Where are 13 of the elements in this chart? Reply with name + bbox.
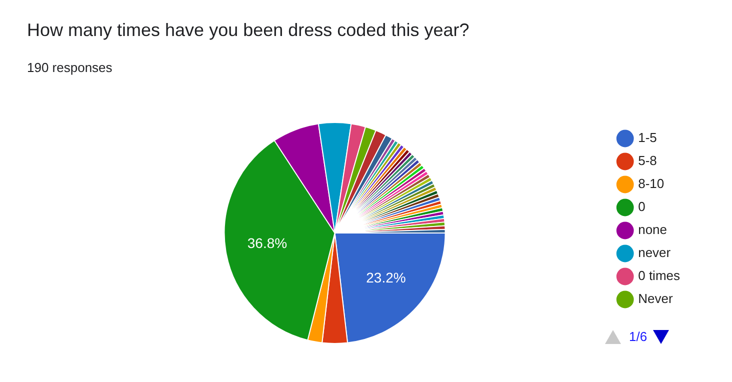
- legend-label: 0: [638, 199, 646, 214]
- data-label: 23.2%: [366, 269, 406, 286]
- legend-label: never: [638, 245, 672, 260]
- chart-title: How many times have you been dress coded this year?: [27, 20, 470, 41]
- legend-label: 8-10: [638, 176, 664, 192]
- legend-label: none: [638, 222, 668, 238]
- text: 190 responses: [27, 60, 112, 75]
- legend-label: 1-5: [638, 130, 657, 146]
- legend-label: Never: [638, 291, 674, 306]
- legend-label: 5-8: [638, 153, 657, 168]
- text: 1/6: [629, 329, 648, 344]
- data-label: 36.8%: [247, 235, 288, 252]
- legend-label: 0 times: [638, 268, 680, 284]
